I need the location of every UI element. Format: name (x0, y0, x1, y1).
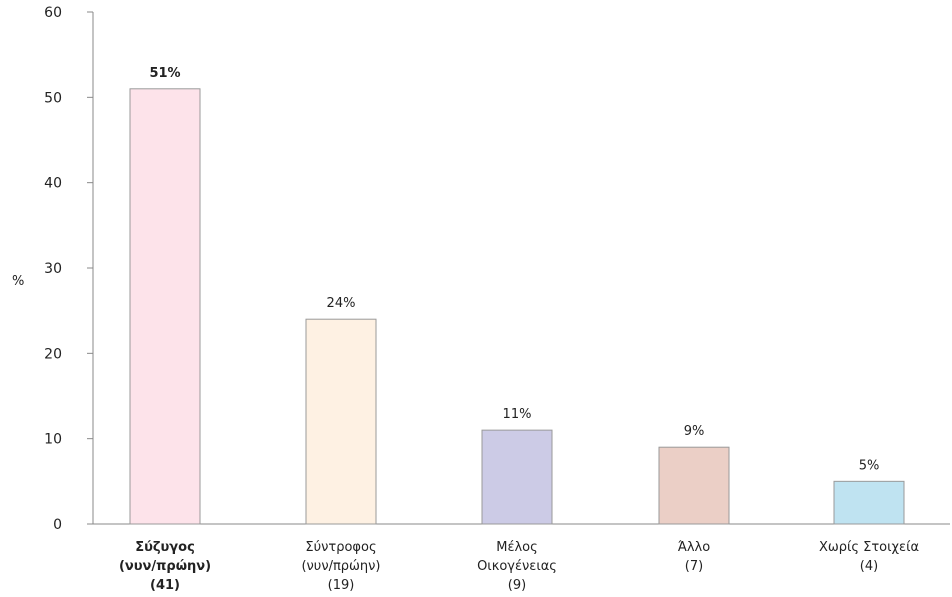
y-tick-label: 60 (44, 5, 62, 21)
y-tick-label: 20 (44, 346, 62, 362)
data-label: 5% (859, 458, 880, 473)
bar (129, 88, 201, 525)
data-label: 11% (503, 407, 532, 422)
bars (129, 88, 905, 525)
y-tick-label: 30 (44, 261, 62, 277)
bar (658, 446, 730, 525)
category-label: Σύντροφος (νυν/πρώην) (19) (301, 540, 380, 593)
data-label: 51% (149, 66, 180, 81)
data-label: 24% (327, 296, 356, 311)
category-label: Σύζυγος (νυν/πρώην) (41) (119, 540, 211, 593)
y-tick-label: 10 (44, 432, 62, 448)
y-tick-label: 50 (44, 90, 62, 106)
bar (833, 480, 905, 525)
y-tick-label: 0 (53, 517, 62, 533)
bar (481, 429, 553, 525)
category-label: Μέλος Οικογένειας (9) (477, 540, 557, 593)
y-ticks: 0 10 20 30 40 50 60 (44, 5, 93, 533)
category-labels: Σύζυγος (νυν/πρώην) (41) Σύντροφος (νυν/πρώη… (119, 540, 919, 593)
category-label: Άλλο (7) (678, 540, 710, 574)
category-label: Χωρίς Στοιχεία (4) (819, 540, 919, 574)
y-axis-label: % (12, 274, 24, 289)
data-label: 9% (684, 424, 705, 439)
y-tick-label: 40 (44, 176, 62, 192)
bar (305, 318, 377, 525)
data-labels: 51% 24% 11% 9% 5% (149, 66, 879, 474)
